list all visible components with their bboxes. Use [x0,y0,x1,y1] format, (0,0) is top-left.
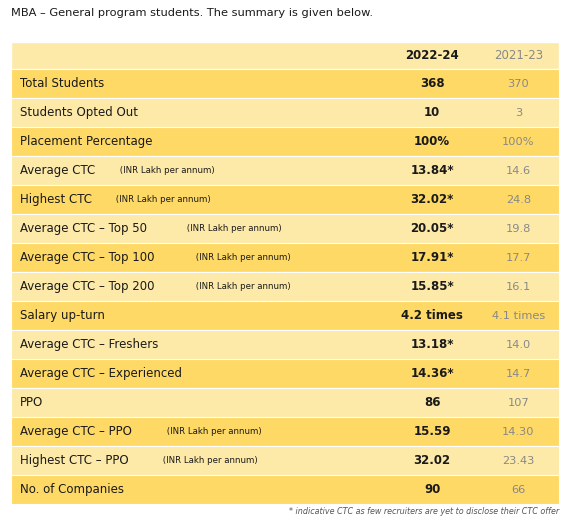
Text: (INR Lakh per annum): (INR Lakh per annum) [112,195,210,204]
Text: Average CTC – Experienced: Average CTC – Experienced [20,367,182,380]
Text: Students Opted Out: Students Opted Out [20,107,138,119]
Bar [11,330,559,359]
Bar [11,417,559,446]
Text: 20.05*: 20.05* [411,222,454,235]
Text: 23.43: 23.43 [502,455,534,466]
Bar [11,127,559,156]
Bar [11,272,559,301]
Text: No. of Companies: No. of Companies [20,483,124,496]
Text: * indicative CTC as few recruiters are yet to disclose their CTC offer: * indicative CTC as few recruiters are y… [289,507,559,515]
Bar [11,42,559,69]
Text: 14.0: 14.0 [506,340,531,349]
Text: 3: 3 [515,108,522,118]
Text: 66: 66 [511,484,525,495]
Text: (INR Lakh per annum): (INR Lakh per annum) [184,224,281,233]
Text: 17.91*: 17.91* [411,251,454,264]
Text: PPO: PPO [20,396,43,409]
Text: Highest CTC: Highest CTC [20,193,92,206]
Text: Total Students: Total Students [20,77,104,90]
Text: 368: 368 [420,77,445,90]
Bar [11,388,559,417]
Text: 16.1: 16.1 [506,282,531,292]
Bar [11,69,559,98]
Text: 107: 107 [507,398,529,407]
Text: 90: 90 [424,483,440,496]
Text: (INR Lakh per annum): (INR Lakh per annum) [193,253,291,262]
Text: Average CTC – PPO: Average CTC – PPO [20,425,132,438]
Text: 19.8: 19.8 [506,224,531,234]
Text: (INR Lakh per annum): (INR Lakh per annum) [160,456,258,465]
Text: 17.7: 17.7 [506,253,531,263]
Text: 370: 370 [507,79,529,89]
Text: 4.2 times: 4.2 times [401,309,463,322]
Bar [11,446,559,475]
Text: 15.59: 15.59 [414,425,451,438]
Text: 15.85*: 15.85* [410,280,454,293]
Text: Average CTC – Top 100: Average CTC – Top 100 [20,251,154,264]
Text: 24.8: 24.8 [506,195,531,205]
Bar [11,98,559,127]
Text: 100%: 100% [502,136,534,147]
Text: Average CTC – Freshers: Average CTC – Freshers [20,338,158,351]
Text: 14.7: 14.7 [506,369,531,378]
Text: 14.36*: 14.36* [410,367,454,380]
Text: 2021-23: 2021-23 [494,49,543,63]
Bar [11,301,559,330]
Text: 2022-24: 2022-24 [405,49,459,63]
Text: 14.6: 14.6 [506,166,531,176]
Text: 4.1 times: 4.1 times [492,311,545,321]
Bar [11,359,559,388]
Text: (INR Lakh per annum): (INR Lakh per annum) [117,166,215,175]
Text: Average CTC – Top 50: Average CTC – Top 50 [20,222,147,235]
Bar [11,156,559,185]
Text: Average CTC: Average CTC [20,164,95,177]
Text: 32.02: 32.02 [414,454,451,467]
Text: MBA – General program students. The summary is given below.: MBA – General program students. The summ… [11,8,373,18]
Text: 10: 10 [424,107,440,119]
Bar [11,185,559,214]
Text: Placement Percentage: Placement Percentage [20,135,153,148]
Text: 13.84*: 13.84* [410,164,454,177]
Text: (INR Lakh per annum): (INR Lakh per annum) [164,427,262,436]
Text: Salary up-turn: Salary up-turn [20,309,105,322]
Text: Average CTC – Top 200: Average CTC – Top 200 [20,280,154,293]
Text: (INR Lakh per annum): (INR Lakh per annum) [193,282,291,291]
Text: Highest CTC – PPO: Highest CTC – PPO [20,454,128,467]
Bar [11,214,559,243]
Text: 32.02*: 32.02* [411,193,454,206]
Bar [11,243,559,272]
Text: 14.30: 14.30 [502,427,534,437]
Text: 13.18*: 13.18* [411,338,454,351]
Text: 100%: 100% [414,135,450,148]
Bar [11,475,559,504]
Text: 86: 86 [424,396,441,409]
